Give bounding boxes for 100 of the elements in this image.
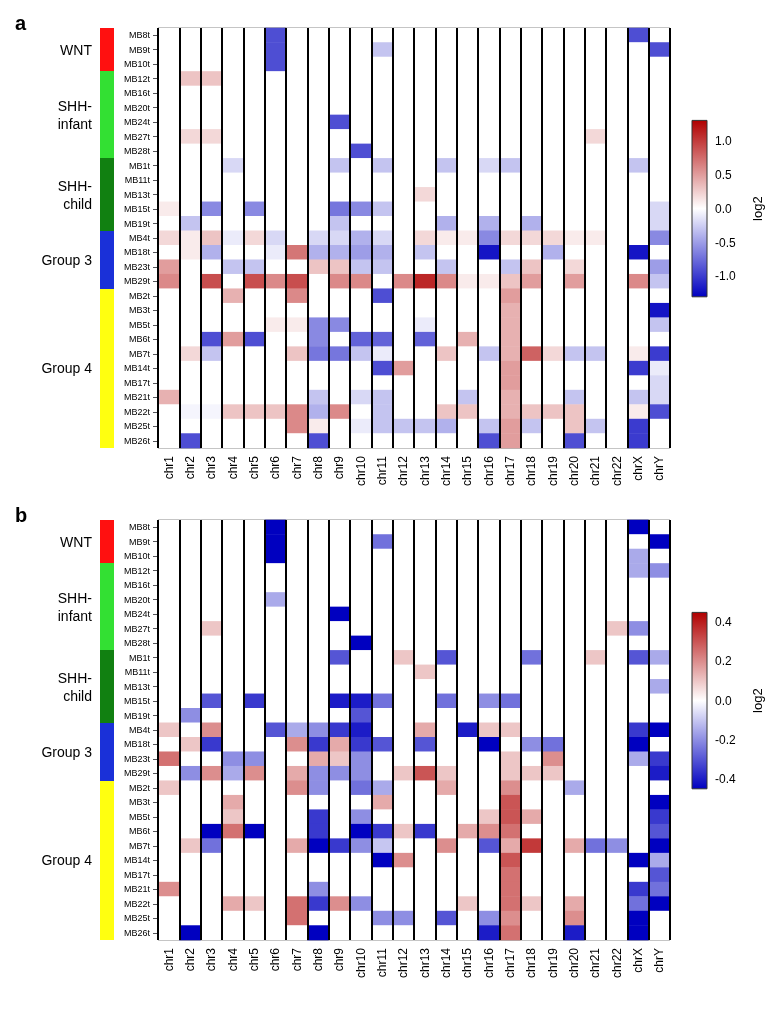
x-tick-label: chr9	[332, 947, 347, 972]
x-tick-label: chr14	[439, 947, 453, 979]
x-tick-label: chr15	[460, 947, 475, 979]
y-tick-label: MB4t	[128, 725, 151, 735]
y-tick-label: MB11t	[124, 667, 151, 678]
y-tick-label: MB12t	[123, 565, 151, 576]
y-tick-label: MB17t	[123, 377, 151, 388]
y-tick-label: MB2t	[128, 290, 151, 301]
y-tick-label: MB18t	[123, 247, 151, 258]
y-tick-label: MB1t	[128, 160, 151, 171]
x-tick-label: chr18	[524, 455, 539, 487]
x-tick-label: chr13	[417, 947, 432, 979]
x-tick-label: chr18	[524, 947, 539, 979]
y-tick-label: MB22t	[123, 898, 151, 909]
y-tick-label: MB6t	[128, 826, 151, 837]
y-tick-label: MB28t	[123, 146, 151, 157]
color-bar-label: -0.5	[715, 235, 736, 250]
y-tick-label: MB27t	[123, 131, 151, 142]
y-tick-label: MB17t	[123, 869, 151, 880]
text: WNT	[60, 41, 93, 58]
x-tick-label: chr17	[503, 947, 517, 979]
y-tick-label: MB23t	[123, 261, 151, 272]
y-tick-label: MB25t	[123, 421, 151, 432]
y-tick-label: MB25t	[123, 913, 151, 924]
x-tick-label: chr19	[545, 947, 560, 979]
text: SHH-infant	[57, 589, 93, 624]
y-tick-label: MB29t	[123, 276, 151, 287]
y-tick-label: MB20t	[123, 594, 151, 605]
x-tick-label: chr4	[225, 455, 240, 480]
y-tick-label: MB14t	[123, 363, 151, 374]
x-tick-label: chr8	[311, 947, 325, 972]
x-tick-label: chr4	[225, 947, 240, 972]
x-tick-label: chr7	[289, 947, 304, 972]
x-tick-label: chr16	[481, 455, 496, 487]
y-tick-label: MB24t	[123, 609, 151, 620]
x-tick-label: chr11	[375, 947, 389, 978]
y-tick-label: MB21t	[123, 884, 151, 895]
x-tick-label: chr20	[567, 455, 581, 487]
color-bar-title: log2	[750, 688, 765, 713]
color-bar-label: -0.2	[715, 732, 736, 747]
y-tick-label: MB22t	[123, 406, 151, 417]
chart-title: a	[15, 12, 27, 34]
y-tick-label: MB13t	[123, 681, 151, 692]
y-tick-label: MB10t	[123, 551, 151, 562]
text: SHH-infant	[57, 97, 93, 132]
y-tick-label: MB5t	[128, 319, 151, 330]
x-tick-label: chr22	[609, 455, 624, 487]
y-tick-label: MB6t	[128, 334, 151, 345]
x-tick-label: chr10	[353, 455, 368, 487]
y-tick-label: MB23t	[123, 753, 151, 764]
x-tick-label: chr8	[311, 455, 325, 480]
x-tick-label: chr2	[183, 455, 197, 480]
x-tick-label: chr5	[247, 947, 261, 972]
color-bar-label: -0.4	[715, 772, 736, 786]
x-tick-label: chr14	[439, 455, 453, 487]
x-tick-label: chr7	[289, 455, 304, 480]
y-tick-label: MB19t	[123, 710, 151, 721]
text: WNT	[60, 533, 93, 550]
x-tick-label: chr5	[247, 455, 261, 480]
x-tick-label: chrX	[631, 948, 645, 973]
text: Group 3	[41, 251, 93, 268]
x-tick-label: chrY	[652, 948, 667, 973]
y-tick-label: MB13t	[123, 189, 151, 200]
x-tick-label: chr3	[204, 947, 219, 972]
x-tick-label: chr1	[161, 947, 176, 972]
x-tick-label: chr20	[567, 947, 581, 979]
y-tick-label: MB29t	[123, 768, 151, 779]
y-tick-label: MB27t	[123, 623, 151, 634]
y-tick-label: MB11t	[124, 175, 151, 186]
x-tick-label: chr6	[268, 455, 283, 480]
color-bar-label: 0.0	[715, 693, 733, 708]
color-bar-label: 0.0	[715, 201, 733, 216]
x-tick-label: chr17	[503, 455, 517, 487]
x-tick-label: chr21	[588, 947, 603, 979]
color-bar-title: log2	[750, 196, 765, 221]
x-tick-label: chr15	[460, 455, 475, 487]
y-tick-label: MB28t	[123, 638, 151, 649]
color-bar-label: 1.0	[715, 133, 733, 148]
x-tick-label: chr19	[545, 455, 560, 487]
color-bar-label: 0.2	[715, 654, 733, 669]
text: Group 4	[41, 852, 93, 869]
y-tick-label: MB3t	[128, 305, 151, 316]
y-tick-label: MB7t	[128, 840, 151, 851]
x-tick-label: chr2	[183, 947, 197, 972]
y-tick-label: MB19t	[123, 218, 151, 229]
y-tick-label: MB9t	[128, 44, 151, 55]
y-tick-label: MB5t	[128, 811, 151, 822]
y-tick-label: MB7t	[128, 348, 151, 359]
color-bar-label: 0.4	[715, 615, 733, 630]
x-tick-label: chr21	[588, 455, 603, 487]
text: Group 3	[41, 743, 93, 760]
y-tick-label: MB3t	[128, 797, 151, 808]
x-tick-label: chr10	[353, 947, 368, 979]
x-tick-label: chr16	[481, 947, 496, 979]
y-tick-label: MB15t	[123, 696, 151, 707]
x-tick-label: chr1	[161, 455, 176, 480]
x-tick-label: chr9	[332, 455, 347, 480]
y-tick-label: MB16t	[123, 88, 151, 99]
y-tick-label: MB8t	[128, 30, 151, 41]
x-tick-label: chr12	[396, 947, 411, 979]
